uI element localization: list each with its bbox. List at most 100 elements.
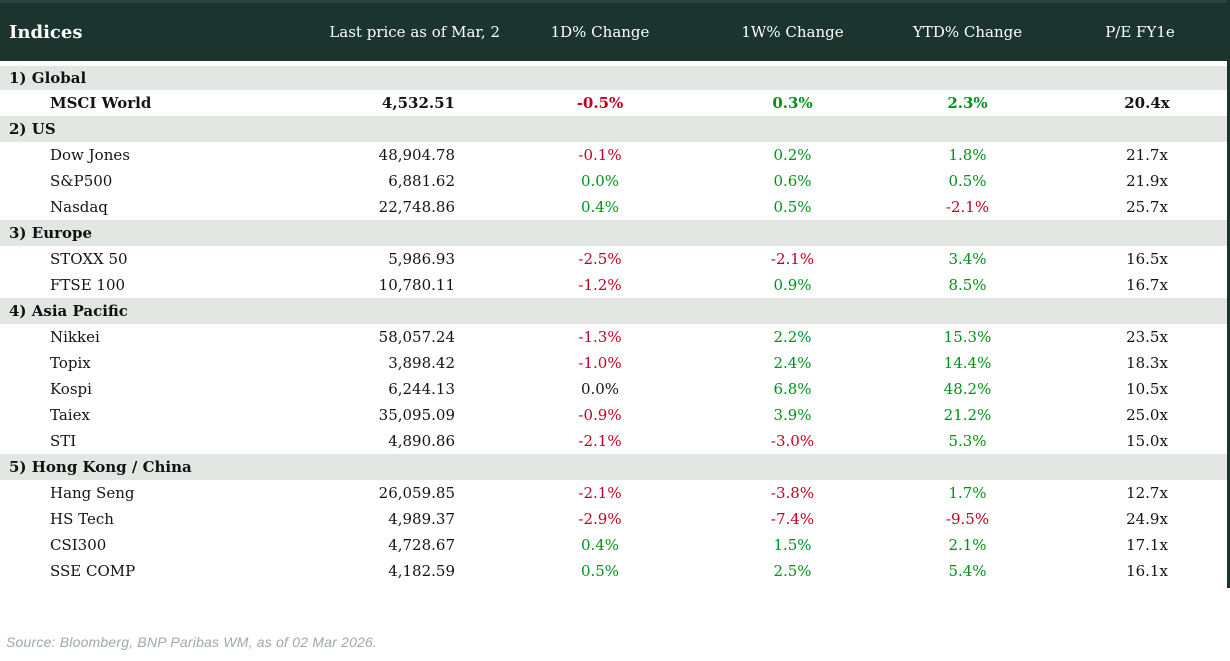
indices-table: Indices Last price as of Mar, 2 1D% Chan… <box>0 0 1230 584</box>
price-cell: 22,748.86 <box>378 197 455 216</box>
change-1d-cell: -1.3% <box>578 327 622 346</box>
source-note: Source: Bloomberg, BNP Paribas WM, as of… <box>6 634 378 650</box>
section-row: 4) Asia Pacific <box>0 297 1230 324</box>
change-ytd-cell: 15.3% <box>943 327 992 346</box>
price-cell: 4,532.51 <box>381 93 455 112</box>
index-name-cell: Taiex <box>50 405 90 424</box>
table-row: MSCI World 4,532.51 -0.5% 0.3% 2.3% 20.4x <box>0 90 1230 116</box>
table-body: 1) Global MSCI World 4,532.51 -0.5% 0.3% 2.3%… <box>0 63 1230 584</box>
change-1w-cell: 0.6% <box>773 171 812 190</box>
price-cell: 35,095.09 <box>378 405 455 424</box>
change-ytd-cell: 21.2% <box>943 405 992 424</box>
change-1d-cell: -0.1% <box>578 145 622 164</box>
pe-cell: 16.1x <box>1126 561 1168 580</box>
change-1d-cell: -0.9% <box>578 405 622 424</box>
change-1w-cell: 2.4% <box>773 353 812 372</box>
change-1d-cell: -0.5% <box>576 93 624 112</box>
change-1d-cell: -1.0% <box>578 353 622 372</box>
table-row: Kospi 6,244.13 0.0% 6.8% 48.2% 10.5x <box>0 376 1230 402</box>
index-name-cell: FTSE 100 <box>50 275 126 294</box>
change-1w-cell: 3.9% <box>773 405 812 424</box>
pe-cell: 23.5x <box>1126 327 1168 346</box>
index-name-cell: STI <box>50 431 77 450</box>
change-ytd-cell: 1.8% <box>948 145 987 164</box>
pe-cell: 25.0x <box>1126 405 1168 424</box>
price-cell: 4,728.67 <box>388 535 455 554</box>
table-row: Nasdaq 22,748.86 0.4% 0.5% -2.1% 25.7x <box>0 194 1230 220</box>
change-ytd-cell: 2.3% <box>947 93 988 112</box>
pe-cell: 21.9x <box>1126 171 1168 190</box>
price-cell: 10,780.11 <box>378 275 455 294</box>
index-name-cell: Dow Jones <box>50 145 130 164</box>
change-1w-cell: -7.4% <box>770 509 815 528</box>
change-ytd-cell: 3.4% <box>948 249 987 268</box>
pe-cell: 15.0x <box>1126 431 1168 450</box>
index-name-cell: Nasdaq <box>50 197 108 216</box>
price-cell: 4,989.37 <box>388 509 455 528</box>
price-cell: 4,182.59 <box>388 561 455 580</box>
change-1w-cell: 2.2% <box>773 327 812 346</box>
table-row: SSE COMP 4,182.59 0.5% 2.5% 5.4% 16.1x <box>0 558 1230 584</box>
index-name-cell: Kospi <box>50 379 92 398</box>
pe-cell: 16.5x <box>1126 249 1168 268</box>
change-1d-cell: -1.2% <box>578 275 622 294</box>
pe-cell: 21.7x <box>1126 145 1168 164</box>
table-row: Topix 3,898.42 -1.0% 2.4% 14.4% 18.3x <box>0 350 1230 376</box>
column-header-ytd-change: YTD% Change <box>885 0 1050 66</box>
table-row: STOXX 50 5,986.93 -2.5% -2.1% 3.4% 16.5x <box>0 246 1230 272</box>
change-1w-cell: 0.2% <box>773 145 812 164</box>
column-header-last-price: Last price as of Mar, 2 <box>305 0 500 66</box>
index-name-cell: Topix <box>50 353 91 372</box>
index-name-cell: Hang Seng <box>50 483 135 502</box>
change-ytd-cell: 48.2% <box>943 379 992 398</box>
price-cell: 3,898.42 <box>388 353 455 372</box>
pe-cell: 10.5x <box>1126 379 1168 398</box>
change-1d-cell: -2.1% <box>578 431 622 450</box>
change-1w-cell: 1.5% <box>773 535 812 554</box>
index-name-cell: SSE COMP <box>50 561 136 580</box>
column-header-pe: P/E FY1e <box>1050 0 1230 66</box>
change-ytd-cell: 14.4% <box>943 353 992 372</box>
price-cell: 48,904.78 <box>378 145 455 164</box>
table-row: Taiex 35,095.09 -0.9% 3.9% 21.2% 25.0x <box>0 402 1230 428</box>
price-cell: 6,244.13 <box>388 379 455 398</box>
change-1w-cell: 0.5% <box>773 197 812 216</box>
section-label: 3) Europe <box>0 219 1230 246</box>
change-ytd-cell: 0.5% <box>948 171 987 190</box>
column-header-indices: Indices <box>0 0 305 66</box>
price-cell: 5,986.93 <box>388 249 455 268</box>
pe-cell: 12.7x <box>1126 483 1168 502</box>
table-row: S&P500 6,881.62 0.0% 0.6% 0.5% 21.9x <box>0 168 1230 194</box>
table-row: STI 4,890.86 -2.1% -3.0% 5.3% 15.0x <box>0 428 1230 454</box>
section-row: 1) Global <box>0 63 1230 90</box>
change-1d-cell: -2.5% <box>578 249 622 268</box>
change-1d-cell: -2.1% <box>578 483 622 502</box>
index-name-cell: CSI300 <box>50 535 107 554</box>
pe-cell: 20.4x <box>1124 93 1170 112</box>
change-ytd-cell: 1.7% <box>948 483 987 502</box>
table-row: Nikkei 58,057.24 -1.3% 2.2% 15.3% 23.5x <box>0 324 1230 350</box>
section-label: 4) Asia Pacific <box>0 297 1230 324</box>
table-row: CSI300 4,728.67 0.4% 1.5% 2.1% 17.1x <box>0 532 1230 558</box>
change-1w-cell: 2.5% <box>773 561 812 580</box>
table-header: Indices Last price as of Mar, 2 1D% Chan… <box>0 0 1230 66</box>
column-header-1d-change: 1D% Change <box>500 0 700 66</box>
column-header-1w-change: 1W% Change <box>700 0 885 66</box>
change-1w-cell: -2.1% <box>770 249 815 268</box>
price-cell: 58,057.24 <box>378 327 455 346</box>
change-1w-cell: 0.9% <box>773 275 812 294</box>
price-cell: 6,881.62 <box>388 171 455 190</box>
table-row: Dow Jones 48,904.78 -0.1% 0.2% 1.8% 21.7x <box>0 142 1230 168</box>
change-1d-cell: 0.0% <box>580 379 620 398</box>
change-1w-cell: -3.8% <box>770 483 815 502</box>
index-name-cell: MSCI World <box>50 93 152 112</box>
change-1d-cell: 0.5% <box>580 561 620 580</box>
table-row: HS Tech 4,989.37 -2.9% -7.4% -9.5% 24.9x <box>0 506 1230 532</box>
index-name-cell: STOXX 50 <box>50 249 128 268</box>
change-1w-cell: -3.0% <box>770 431 815 450</box>
change-1d-cell: -2.9% <box>578 509 622 528</box>
change-1d-cell: 0.4% <box>580 535 620 554</box>
pe-cell: 24.9x <box>1126 509 1168 528</box>
change-1d-cell: 0.0% <box>580 171 620 190</box>
change-1w-cell: 6.8% <box>773 379 812 398</box>
